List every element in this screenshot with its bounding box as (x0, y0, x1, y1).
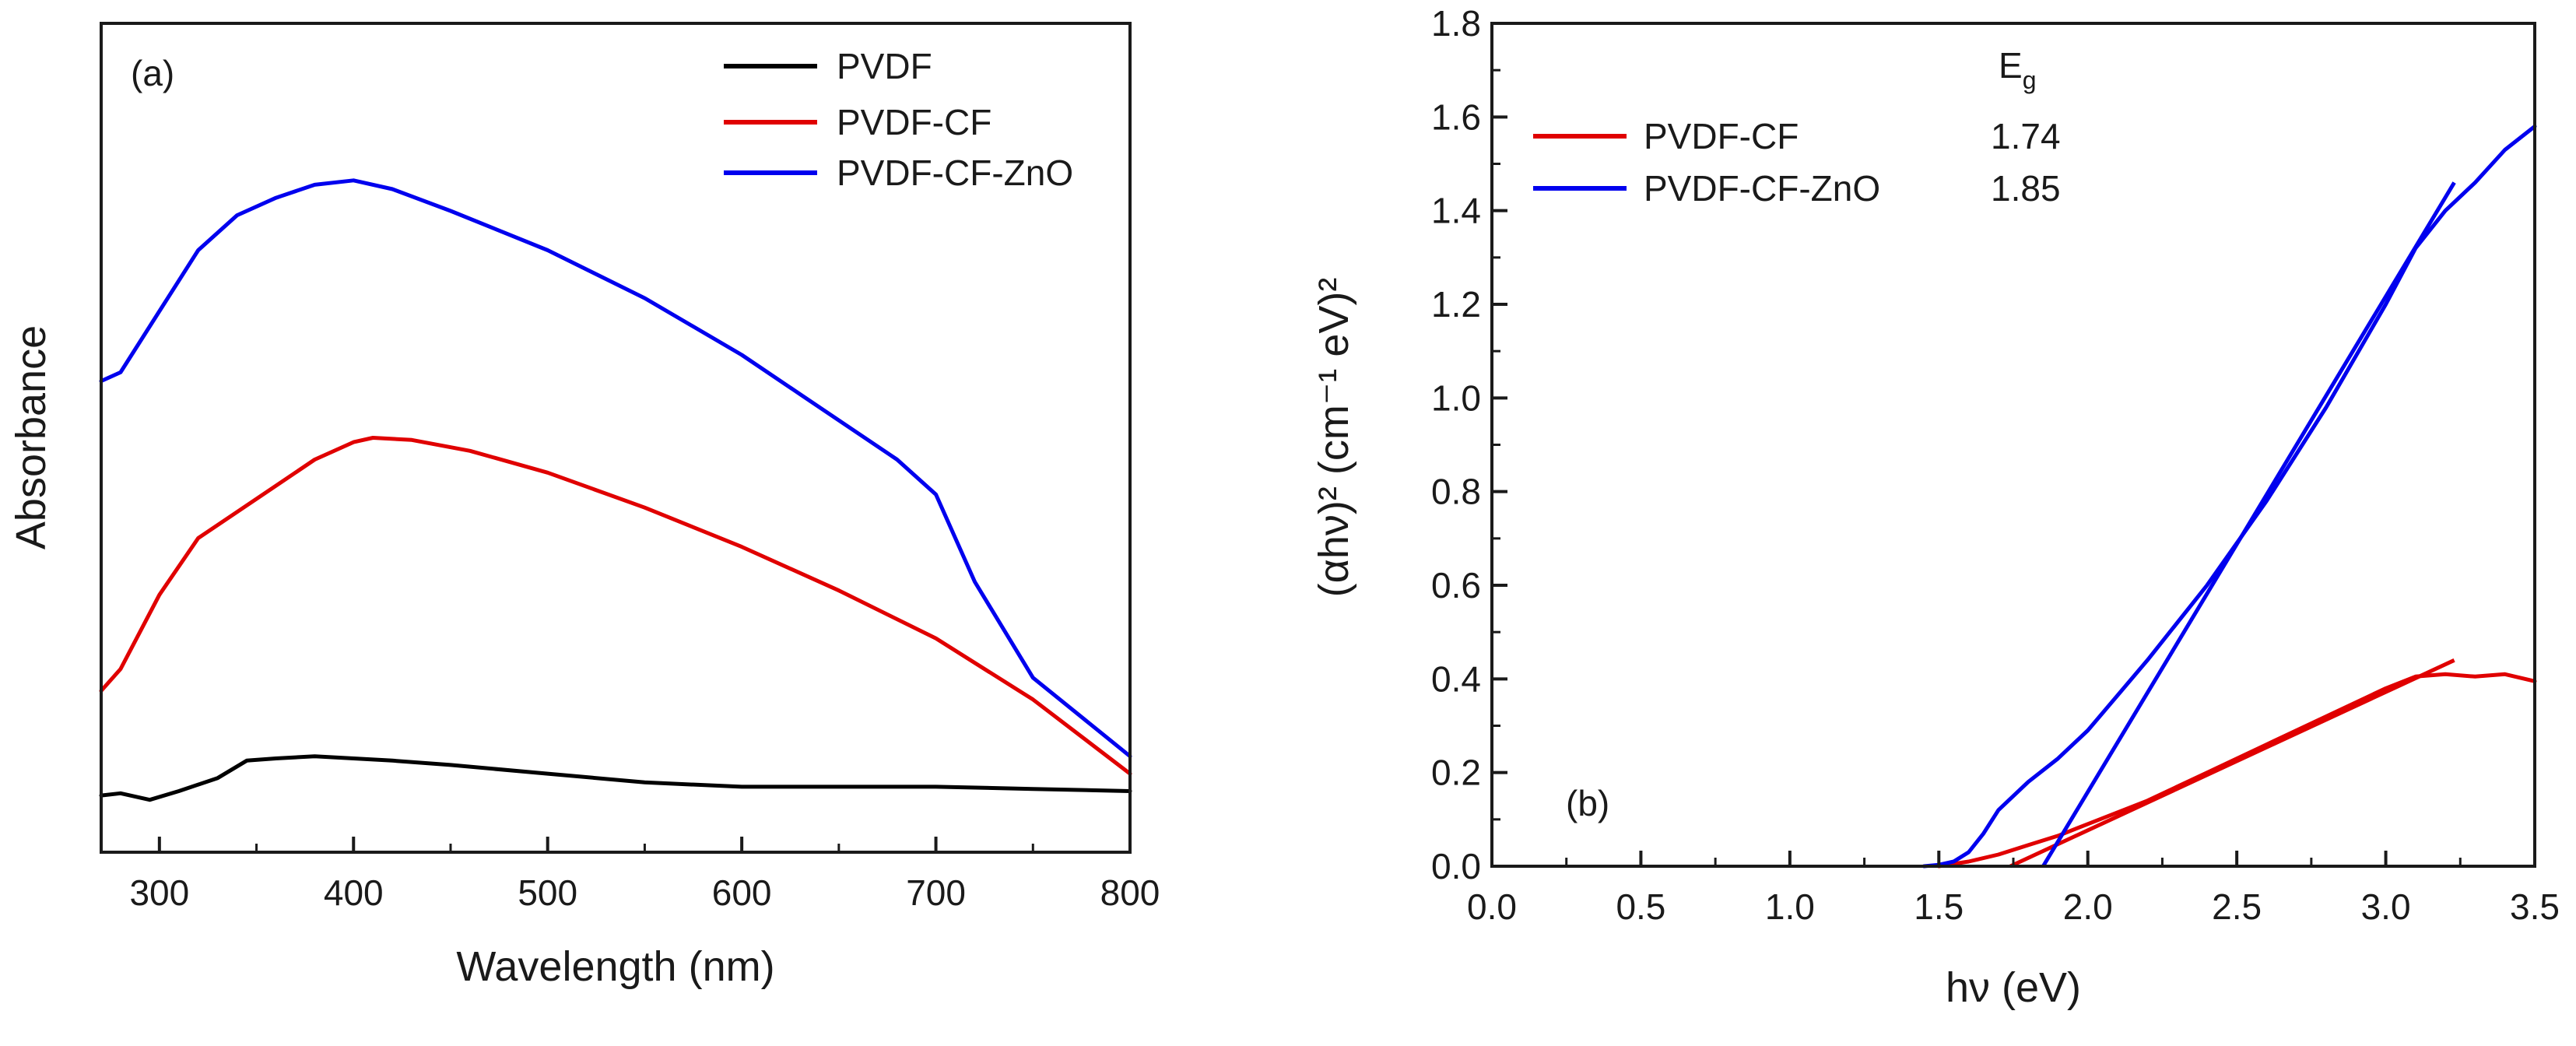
y-tick-label: 1.4 (1431, 191, 1481, 231)
x-tick-label: 1.5 (1914, 886, 1964, 927)
x-tick-label: 700 (906, 872, 966, 913)
chart-b-y-ticks: 0.0 0.2 0.4 0.6 0.8 1.0 1.2 1.4 1.6 1.8 (1431, 3, 1507, 886)
y-tick-label: 0.8 (1431, 472, 1481, 512)
series-pvdf-cf-line (1936, 672, 2537, 869)
series-pvdf-cf-line (99, 436, 1132, 776)
y-tick-label: 1.6 (1431, 97, 1481, 137)
chart-a-series (99, 178, 1132, 802)
x-tick-label: 0.5 (1616, 886, 1665, 927)
x-tick-label: 3.5 (2510, 886, 2560, 927)
legend-a-label-pvdf: PVDF (837, 46, 932, 86)
chart-b-legend: Eg PVDF-CF 1.74 PVDF-CF-ZnO 1.85 (1533, 45, 2061, 209)
legend-b-label-pvdf-cf-zno: PVDF-CF-ZnO (1644, 168, 1880, 209)
chart-a-y-axis-title: Absorbance (8, 325, 54, 549)
legend-a-label-pvdf-cf-zno: PVDF-CF-ZnO (837, 153, 1073, 193)
series-pvdf-cf-zno-tauc-fit (2041, 181, 2456, 868)
legend-b-header: Eg (1999, 45, 2036, 94)
x-tick-label: 300 (129, 872, 189, 913)
chart-b-x-axis-title: hν (eV) (1946, 964, 2081, 1011)
chart-b-series (1921, 124, 2537, 869)
y-tick-label: 1.8 (1431, 3, 1481, 44)
x-tick-label: 1.0 (1765, 886, 1815, 927)
chart-a-frame (100, 22, 1132, 854)
y-tick-label: 0.0 (1431, 846, 1481, 886)
legend-a-label-pvdf-cf: PVDF-CF (837, 102, 991, 142)
x-tick-label: 800 (1100, 872, 1160, 913)
series-pvdf-cf-zno-line (1921, 124, 2537, 869)
y-tick-label: 0.6 (1431, 565, 1481, 605)
legend-b-label-pvdf-cf: PVDF-CF (1644, 116, 1799, 156)
series-pvdf-line (99, 754, 1132, 802)
chart-b: 0.0 0.5 1.0 1.5 2.0 2.5 3.0 3.5 0.0 0.2 0.4 0.6 0.8… (1311, 3, 2560, 1011)
chart-a: 300 400 500 600 700 800 (a) Wavelength (nm) A… (8, 22, 1160, 990)
x-tick-label: 3.0 (2361, 886, 2411, 927)
legend-b-header-main: E (1999, 45, 2023, 86)
chart-b-panel-label: (b) (1566, 783, 1609, 823)
legend-b-eg-pvdf-cf-zno: 1.85 (1991, 168, 2061, 209)
series-pvdf-cf-tauc-fit (2009, 658, 2455, 869)
x-tick-label: 400 (324, 872, 384, 913)
y-tick-label: 0.2 (1431, 753, 1481, 793)
legend-b-eg-pvdf-cf: 1.74 (1991, 116, 2061, 156)
x-tick-label: 500 (518, 872, 577, 913)
chart-a-legend: PVDF PVDF-CF PVDF-CF-ZnO (724, 46, 1073, 193)
chart-b-x-ticks: 0.0 0.5 1.0 1.5 2.0 2.5 3.0 3.5 (1467, 851, 2560, 927)
x-tick-label: 600 (712, 872, 772, 913)
chart-b-y-axis-title: (αhν)² (cm⁻¹ eV)² (1311, 278, 1357, 598)
chart-a-panel-label: (a) (131, 53, 174, 93)
x-tick-label: 0.0 (1467, 886, 1517, 927)
legend-b-header-sub: g (2023, 66, 2037, 94)
chart-a-x-axis-title: Wavelength (nm) (456, 943, 774, 990)
y-tick-label: 0.4 (1431, 658, 1481, 699)
x-tick-label: 2.5 (2212, 886, 2262, 927)
chart-a-x-ticks: 300 400 500 600 700 800 (129, 837, 1160, 913)
x-tick-label: 2.0 (2063, 886, 2113, 927)
series-pvdf-cf-zno-line (99, 178, 1132, 759)
y-tick-label: 1.2 (1431, 284, 1481, 325)
y-tick-label: 1.0 (1431, 377, 1481, 418)
